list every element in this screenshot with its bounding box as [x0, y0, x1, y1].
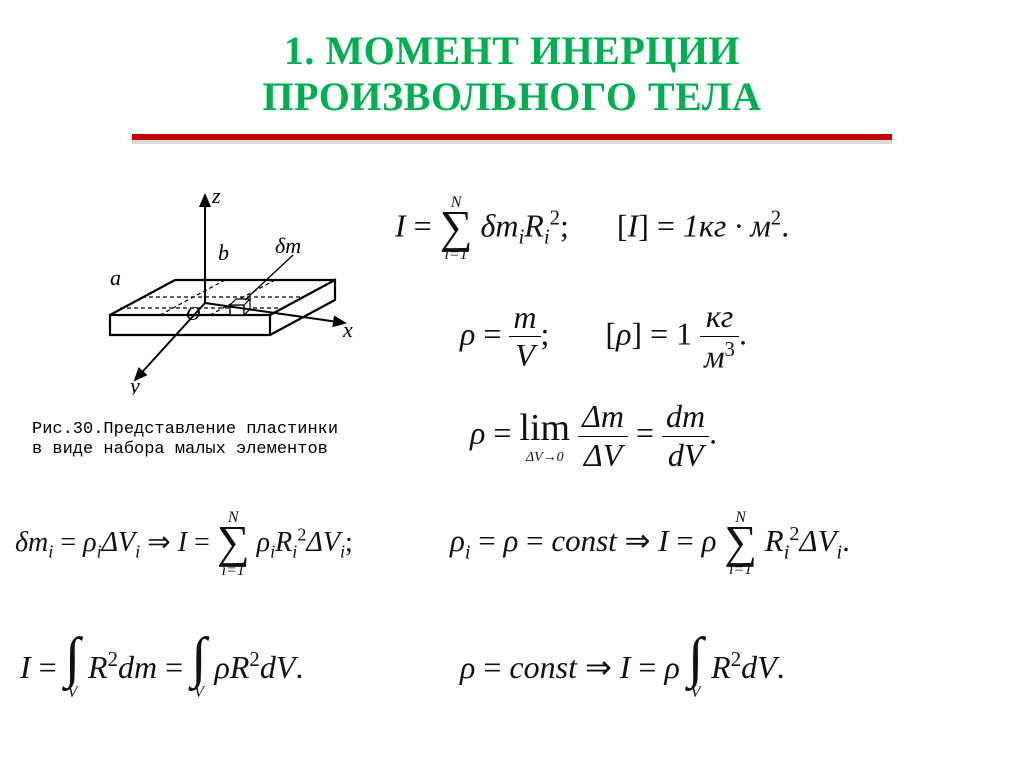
eq-integral: I = ∫ V R2dm = ∫ V ρR2dV.	[20, 640, 303, 701]
title-underline	[132, 134, 892, 140]
eq-const-rho-sum: ρi = ρ = const ⇒ I = ρ N ∑ i=1 Ri2ΔVi.	[450, 510, 850, 578]
title-line2: ПРОИЗВОЛЬНОГО ТЕЛА	[0, 74, 1024, 120]
origin-label: O	[186, 303, 200, 325]
axis-z-label: z	[211, 185, 221, 208]
plate-diagram: z x y a b O δm	[90, 185, 360, 395]
caption-line2: в виде набора малых элементов	[32, 440, 338, 460]
slide-title: 1. МОМЕНТ ИНЕРЦИИ ПРОИЗВОЛЬНОГО ТЕЛА	[0, 0, 1024, 120]
dm-label: δm	[275, 233, 301, 258]
edge-a-label: a	[110, 265, 121, 290]
figure-caption: Рис.30.Представление пластинки в виде на…	[32, 420, 338, 461]
eq-dm-expansion: δmi = ρiΔVi ⇒ I = N ∑ i=1 ρiRi2ΔVi;	[15, 510, 353, 579]
eq-const-rho-integral: ρ = const ⇒ I = ρ ∫ V R2dV.	[460, 640, 785, 701]
eq-density-limit: ρ = lim ΔV→0 Δm ΔV = dm dV .	[470, 400, 717, 472]
eq-sum-moment: I = N ∑ i=1 δmiRi2; [I] = 1кг · м2.	[395, 195, 789, 263]
axis-x-label: x	[342, 317, 353, 342]
axis-y-label: y	[128, 373, 140, 395]
title-line1: 1. МОМЕНТ ИНЕРЦИИ	[0, 28, 1024, 74]
edge-b-label: b	[218, 240, 229, 265]
eq-density: ρ = m V ; [ρ] = 1 кг м3 .	[460, 300, 747, 374]
caption-line1: Рис.30.Представление пластинки	[32, 420, 338, 440]
